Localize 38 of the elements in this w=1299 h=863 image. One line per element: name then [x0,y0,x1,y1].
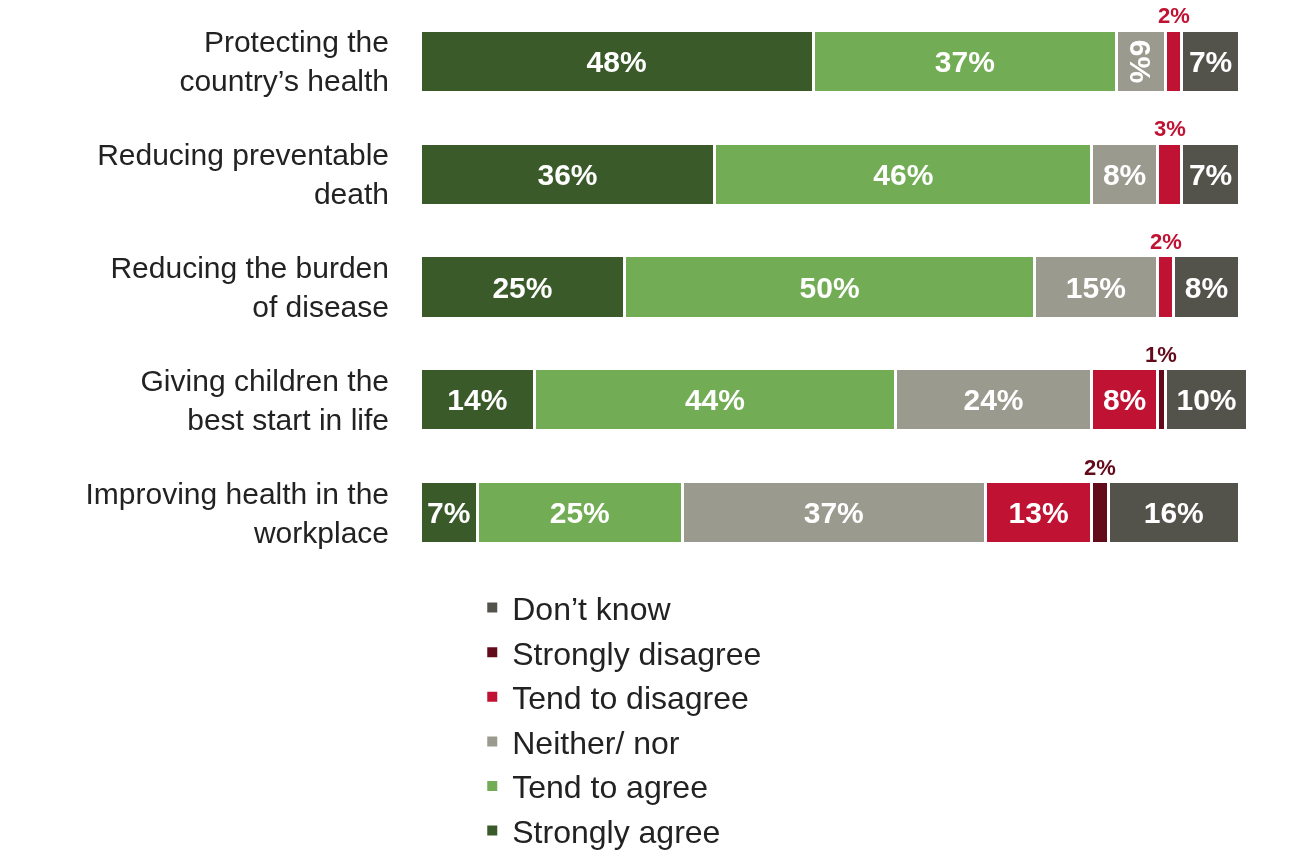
data-label: 3% [1154,116,1186,141]
data-label: 7% [1188,157,1233,191]
data-label: 8% [1184,270,1229,304]
data-label: 15% [1065,270,1126,304]
data-label: 6% [1124,39,1158,84]
y-tick-label: Reducing preventable death [97,138,389,211]
data-label: 8% [1102,383,1147,417]
data-label: 48% [586,44,647,78]
data-label: 46% [873,157,934,191]
data-label: 10% [1176,383,1237,417]
data-label: 16% [1143,496,1204,530]
data-label: 25% [549,496,610,530]
legend-label: Tend to agree [512,769,708,806]
y-tick-label: Protecting the country’s health [179,25,389,98]
data-label: 24% [963,383,1024,417]
data-label: 37% [934,44,995,78]
data-label: 8% [1102,157,1147,191]
data-label: 7% [427,496,471,530]
data-label: 2% [1158,3,1190,28]
data-label: 44% [684,383,745,417]
data-label: 25% [492,270,553,304]
data-label: 1% [1145,342,1177,367]
legend-label: Tend to disagree [512,680,749,717]
data-label: 13% [1008,496,1069,530]
legend-label: Neither/ nor [512,724,680,761]
data-label: 36% [537,157,598,191]
data-label: 7% [1188,44,1233,78]
data-label: 37% [803,496,864,530]
y-tick-label: Giving children the best start in life [140,363,389,436]
legend-label: Strongly disagree [512,635,762,672]
data-label: 50% [799,270,860,304]
y-tick-label: Reducing the burden of disease [110,251,389,323]
data-label: 2% [1084,455,1116,480]
legend-label: Strongly agree [512,814,721,851]
legend-label: Don’t know [512,591,672,628]
y-tick-label: Improving health in the workplace [85,476,389,549]
data-label: 2% [1150,229,1182,254]
data-label: 14% [447,383,508,417]
